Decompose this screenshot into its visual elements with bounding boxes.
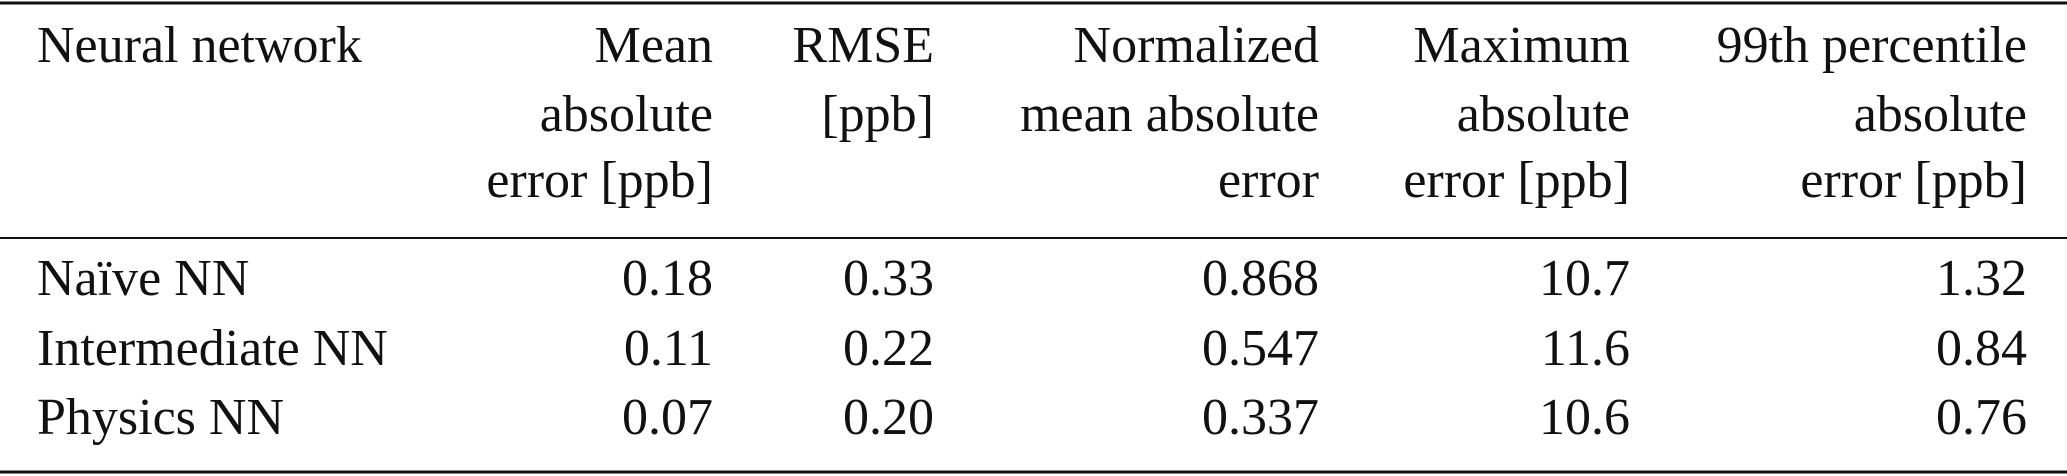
cell-value: 0.84: [1936, 320, 2027, 377]
header-cell: error [ppb]: [486, 152, 713, 209]
cell-value: 0.33: [843, 250, 934, 307]
cell-value: 0.337: [1202, 389, 1319, 446]
cell-value: 0.547: [1202, 320, 1319, 377]
row-label: Intermediate NN: [37, 320, 388, 377]
header-cell: mean absolute: [1020, 86, 1319, 143]
header-cell: 99th percentile: [1717, 17, 2027, 74]
cell-value: 0.20: [843, 389, 934, 446]
header-cell: Maximum: [1413, 17, 1630, 74]
header-cell: Mean: [595, 17, 713, 74]
cell-value: 0.18: [622, 250, 713, 307]
header-cell: Neural network: [37, 17, 362, 74]
header-cell: absolute: [1854, 86, 2027, 143]
row-label: Physics NN: [37, 389, 284, 446]
cell-value: 0.07: [622, 389, 713, 446]
row-label: Naïve NN: [37, 250, 249, 307]
cell-value: 0.11: [624, 320, 713, 377]
header-cell: Normalized: [1074, 17, 1319, 74]
header-cell: error [ppb]: [1800, 152, 2027, 209]
cell-value: 0.76: [1936, 389, 2027, 446]
cell-value: 0.22: [843, 320, 934, 377]
header-cell: error: [1218, 152, 1319, 209]
cell-value: 1.32: [1936, 250, 2027, 307]
header-cell: absolute: [540, 86, 713, 143]
cell-value: 11.6: [1541, 320, 1630, 377]
cell-value: 0.868: [1202, 250, 1319, 307]
header-cell: RMSE: [792, 17, 934, 74]
cell-value: 10.6: [1539, 389, 1630, 446]
cell-value: 10.7: [1539, 250, 1630, 307]
header-cell: [ppb]: [821, 86, 934, 143]
header-cell: error [ppb]: [1403, 152, 1630, 209]
header-cell: absolute: [1457, 86, 1630, 143]
